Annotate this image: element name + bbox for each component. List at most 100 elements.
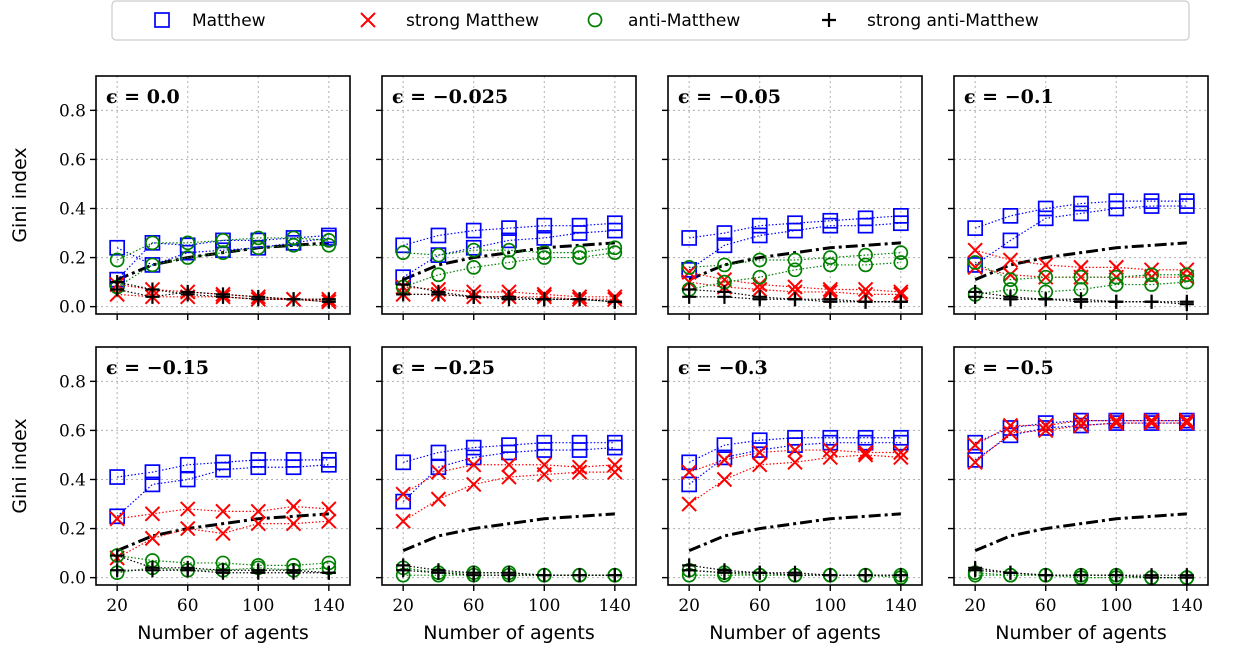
y-axis-title: Gini index bbox=[9, 418, 31, 513]
y-tick-label: 0.2 bbox=[59, 249, 86, 269]
legend-marker-circle bbox=[587, 12, 603, 28]
x-tick-label: 60 bbox=[177, 596, 199, 616]
data-point bbox=[716, 471, 733, 488]
data-point bbox=[1179, 570, 1194, 585]
data-point bbox=[145, 257, 160, 273]
data-point bbox=[967, 220, 984, 236]
data-point bbox=[1144, 267, 1159, 283]
data-point bbox=[1003, 565, 1018, 580]
data-point bbox=[179, 456, 196, 473]
data-point bbox=[501, 255, 517, 270]
data-point bbox=[1038, 422, 1054, 439]
data-point bbox=[466, 242, 482, 258]
data-point bbox=[179, 237, 196, 254]
data-point bbox=[681, 476, 698, 493]
data-point bbox=[1037, 210, 1054, 227]
data-point bbox=[1143, 198, 1160, 214]
data-point bbox=[1143, 415, 1160, 431]
data-point bbox=[215, 242, 231, 259]
data-point bbox=[501, 469, 517, 485]
data-point bbox=[1143, 412, 1160, 429]
data-point bbox=[109, 239, 126, 256]
data-point bbox=[251, 563, 266, 578]
data-point bbox=[752, 289, 767, 304]
data-point bbox=[465, 439, 482, 456]
data-point bbox=[215, 461, 231, 478]
data-point bbox=[967, 454, 983, 471]
data-point bbox=[109, 511, 125, 527]
legend: Matthew strong Matthew anti-Matthew strong … bbox=[111, 0, 1190, 41]
data-point bbox=[466, 457, 482, 473]
data-point bbox=[787, 284, 803, 300]
data-point bbox=[682, 282, 697, 297]
data-point bbox=[1002, 208, 1019, 224]
data-point bbox=[537, 568, 552, 583]
series-line bbox=[117, 459, 329, 478]
data-point bbox=[572, 292, 587, 307]
data-point bbox=[893, 449, 909, 466]
reference-curve bbox=[402, 512, 615, 553]
data-point bbox=[465, 239, 482, 256]
legend-marker-square bbox=[154, 12, 170, 28]
data-point bbox=[716, 449, 733, 466]
data-point bbox=[893, 255, 909, 270]
data-point bbox=[430, 444, 447, 461]
data-point bbox=[216, 563, 230, 578]
data-point bbox=[681, 260, 697, 275]
data-point bbox=[752, 565, 767, 580]
panel-frame bbox=[95, 346, 351, 586]
data-point bbox=[787, 454, 803, 471]
data-point bbox=[180, 250, 196, 265]
data-point bbox=[286, 292, 301, 307]
data-point bbox=[285, 498, 302, 515]
data-point bbox=[822, 449, 838, 466]
data-point bbox=[716, 437, 733, 453]
data-point bbox=[501, 220, 517, 236]
data-point bbox=[536, 250, 552, 265]
panel-title: ϵ = −0.15 bbox=[106, 357, 209, 379]
panels: 0.0 0.2 0.4 0.6 0.8 ϵ = 0.0 Gini index ϵ = −0.0… bbox=[9, 75, 1209, 644]
data-point bbox=[502, 565, 516, 580]
data-point bbox=[430, 227, 447, 244]
x-tick-label: 60 bbox=[463, 596, 485, 616]
data-point bbox=[536, 442, 553, 458]
data-point bbox=[787, 437, 803, 453]
data-point bbox=[893, 284, 909, 300]
y-tick-label: 0.8 bbox=[59, 372, 86, 392]
data-point bbox=[822, 250, 838, 265]
x-axis-title: Number of agents bbox=[137, 622, 309, 644]
panel-frame bbox=[667, 346, 923, 586]
x-tick-label: 60 bbox=[1035, 596, 1057, 616]
data-point bbox=[1073, 195, 1089, 212]
data-point bbox=[857, 444, 874, 461]
data-point bbox=[1038, 568, 1053, 583]
data-point bbox=[395, 237, 412, 254]
data-point bbox=[787, 252, 803, 268]
series-line bbox=[116, 234, 329, 281]
data-point bbox=[1003, 289, 1018, 304]
data-point bbox=[857, 434, 874, 451]
data-point bbox=[109, 469, 126, 485]
y-tick-label: 0.4 bbox=[59, 470, 86, 490]
data-point bbox=[788, 565, 802, 580]
data-point bbox=[822, 257, 838, 273]
data-point bbox=[1074, 292, 1088, 307]
data-point bbox=[179, 471, 196, 488]
data-point bbox=[1179, 274, 1195, 290]
data-point bbox=[967, 437, 983, 453]
data-point bbox=[822, 284, 838, 300]
data-point bbox=[501, 457, 517, 473]
data-point bbox=[250, 515, 266, 532]
legend-label: Matthew bbox=[192, 11, 266, 31]
series-line bbox=[974, 261, 1187, 281]
data-point bbox=[502, 289, 516, 304]
data-point bbox=[1038, 292, 1053, 307]
data-point bbox=[216, 289, 230, 304]
data-point bbox=[893, 286, 909, 303]
data-point bbox=[858, 257, 873, 273]
data-point bbox=[320, 456, 337, 473]
data-point bbox=[1179, 267, 1195, 283]
data-point bbox=[751, 217, 768, 234]
data-point bbox=[144, 464, 161, 480]
data-point bbox=[751, 442, 768, 458]
